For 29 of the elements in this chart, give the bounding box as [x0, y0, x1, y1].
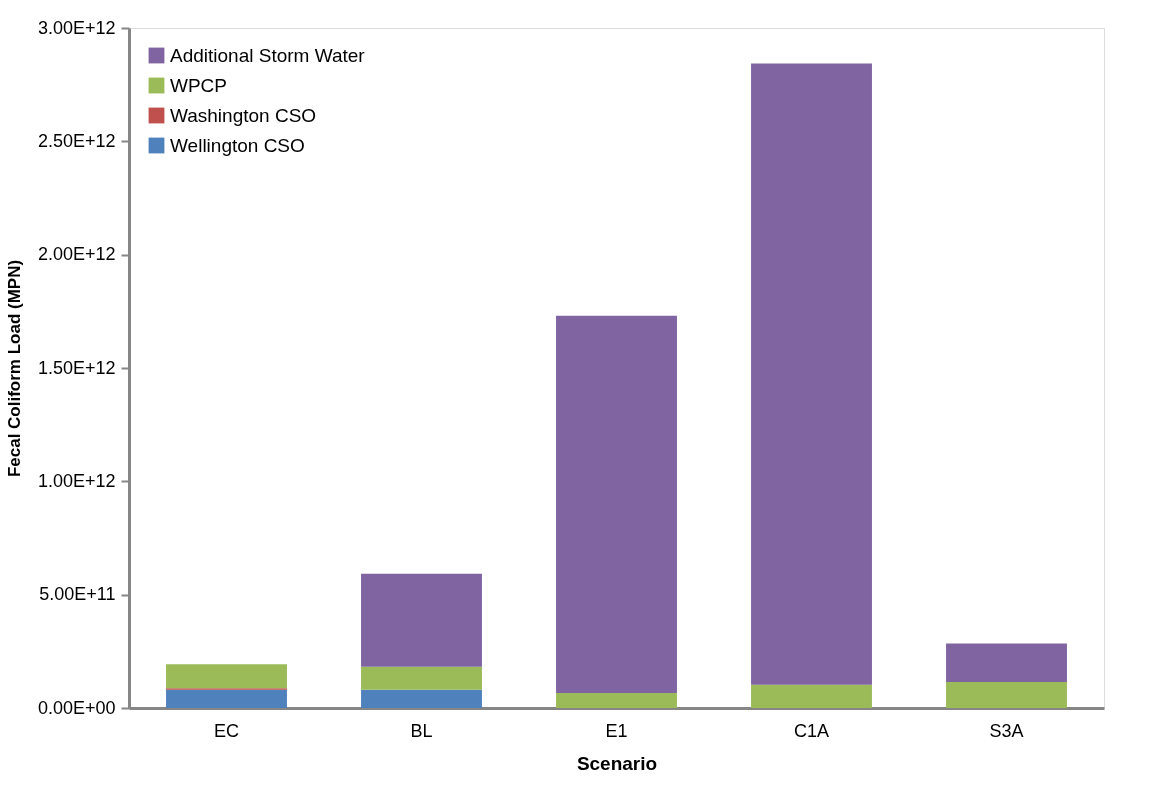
bar — [946, 643, 1067, 682]
x-tick-label: BL — [410, 720, 433, 741]
y-tick-label: 1.50E+12 — [37, 357, 116, 378]
y-tick-label: 3.00E+12 — [37, 17, 116, 38]
y-tick-label: 2.50E+12 — [37, 130, 116, 151]
y-tick-label: 5.00E+11 — [39, 584, 116, 605]
bar — [556, 693, 677, 708]
bar — [556, 315, 677, 694]
x-tick-label: EC — [213, 720, 240, 741]
bar — [751, 63, 872, 685]
legend-label: Wellington CSO — [170, 134, 305, 156]
bar — [166, 664, 287, 689]
y-tick-label: 0.00E+00 — [37, 697, 116, 718]
bar — [361, 666, 482, 690]
bar — [166, 689, 287, 708]
y-tick-label: 1.00E+12 — [37, 470, 116, 491]
x-tick-label: S3A — [989, 720, 1024, 741]
bar — [751, 684, 872, 708]
bar — [361, 573, 482, 667]
x-axis-title: Scenario — [576, 752, 658, 774]
legend-label: Washington CSO — [170, 104, 317, 126]
y-tick-label: 2.00E+12 — [37, 244, 116, 265]
x-tick-label: C1A — [793, 720, 830, 741]
bar — [361, 689, 482, 708]
bar — [946, 681, 1067, 708]
legend-label: WPCP — [170, 74, 227, 96]
y-axis-title: Fecal Coliform Load (MPN) — [4, 259, 24, 478]
legend-label: Additional Storm Water — [170, 44, 366, 66]
x-tick-label: E1 — [605, 720, 628, 741]
